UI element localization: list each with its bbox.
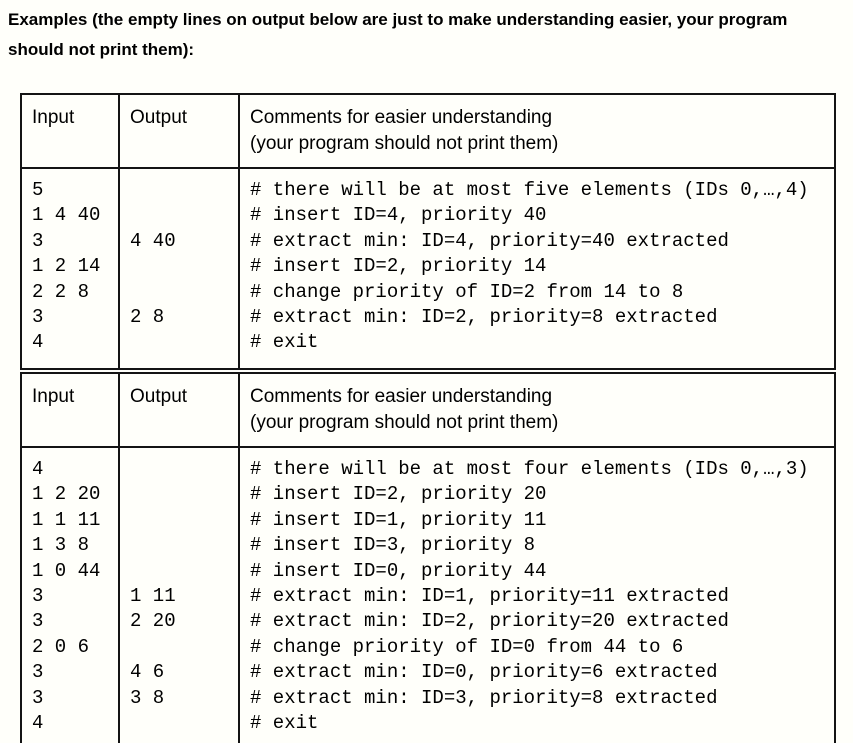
comment-line: # change priority of ID=2 from 14 to 8	[250, 280, 684, 303]
input-line: 3	[32, 306, 44, 329]
comment-cell: # there will be at most five elements (I…	[238, 167, 836, 370]
output-line	[130, 203, 238, 228]
comment-line: # insert ID=4, priority 40	[250, 204, 547, 227]
comment-line: # there will be at most four elements (I…	[250, 458, 809, 480]
output-header-cell: Output	[118, 372, 240, 448]
output-header-label: Output	[130, 107, 188, 128]
comment-line: # change priority of ID=0 from 44 to 6	[250, 635, 684, 658]
input-line: 4	[32, 712, 44, 735]
comment-line: # insert ID=2, priority 20	[250, 483, 547, 506]
output-line	[130, 482, 238, 507]
output-line	[130, 508, 238, 533]
comment-line: # insert ID=1, priority 11	[250, 508, 547, 531]
input-line: 1 4 40	[32, 204, 101, 227]
input-line: 5	[32, 179, 44, 201]
table-header-row: Input Output Comments for easier underst…	[20, 372, 836, 448]
example-table-2: Input Output Comments for easier underst…	[20, 372, 836, 743]
output-line: 3 8	[130, 686, 165, 709]
input-line: 3	[32, 661, 44, 684]
input-line: 3	[32, 686, 44, 709]
output-header-label: Output	[130, 386, 188, 407]
comment-line: # extract min: ID=2, priority=8 extracte…	[250, 306, 718, 329]
comment-line: # insert ID=0, priority 44	[250, 559, 547, 582]
input-header-label: Input	[32, 386, 75, 407]
example-table-1: Input Output Comments for easier underst…	[20, 93, 836, 370]
comments-header-line2: (your program should not print them)	[250, 412, 559, 433]
table-header-row: Input Output Comments for easier underst…	[20, 93, 836, 169]
comment-line: # there will be at most five elements (I…	[250, 179, 809, 201]
input-header-cell: Input	[20, 372, 120, 448]
input-line: 1 2 20	[32, 483, 101, 506]
output-header-cell: Output	[118, 93, 240, 169]
output-line	[130, 533, 238, 558]
output-line	[130, 711, 238, 736]
comment-line: # insert ID=2, priority 14	[250, 255, 547, 278]
comments-header-cell: Comments for easier understanding (your …	[238, 93, 836, 169]
output-line: 1 11	[130, 584, 176, 607]
examples-heading: Examples (the empty lines on output belo…	[8, 10, 788, 59]
input-line: 1 0 44	[32, 559, 101, 582]
output-line: 2 20	[130, 610, 176, 633]
comment-line: # extract min: ID=0, priority=6 extracte…	[250, 661, 718, 684]
input-line: 2 0 6	[32, 635, 90, 658]
input-line: 1 3 8	[32, 534, 90, 557]
input-line: 3	[32, 585, 44, 608]
output-line	[130, 178, 238, 203]
input-line: 1 2 14	[32, 255, 101, 278]
comments-header-line1: Comments for easier understanding	[250, 386, 553, 407]
output-line	[130, 635, 238, 660]
output-line	[130, 457, 238, 482]
input-line: 3	[32, 229, 44, 252]
comment-line: # extract min: ID=1, priority=11 extract…	[250, 585, 729, 608]
output-line	[130, 559, 238, 584]
output-line: 4 6	[130, 661, 165, 684]
comment-line: # exit	[250, 712, 319, 735]
comment-line: # extract min: ID=2, priority=20 extract…	[250, 610, 729, 633]
output-line	[130, 330, 238, 355]
comment-line: # extract min: ID=4, priority=40 extract…	[250, 229, 729, 252]
examples-tables: Input Output Comments for easier underst…	[20, 93, 836, 743]
input-line: 3	[32, 610, 44, 633]
output-line	[130, 254, 238, 279]
input-header-label: Input	[32, 107, 75, 128]
output-line: 4 40	[130, 229, 176, 252]
input-header-cell: Input	[20, 93, 120, 169]
comment-line: # insert ID=3, priority 8	[250, 534, 536, 557]
input-line: 1 1 11	[32, 508, 101, 531]
comment-cell: # there will be at most four elements (I…	[238, 446, 836, 743]
input-line: 4	[32, 458, 44, 480]
comment-line: # extract min: ID=3, priority=8 extracte…	[250, 686, 718, 709]
output-line	[130, 280, 238, 305]
comment-line: # exit	[250, 331, 319, 354]
output-cell: 4 40 2 8	[118, 167, 240, 370]
input-line: 2 2 8	[32, 280, 90, 303]
comments-header-line1: Comments for easier understanding	[250, 107, 553, 128]
input-line: 4	[32, 331, 44, 354]
output-line: 2 8	[130, 305, 165, 328]
comments-header-cell: Comments for easier understanding (your …	[238, 372, 836, 448]
comments-header-line2: (your program should not print them)	[250, 133, 559, 154]
